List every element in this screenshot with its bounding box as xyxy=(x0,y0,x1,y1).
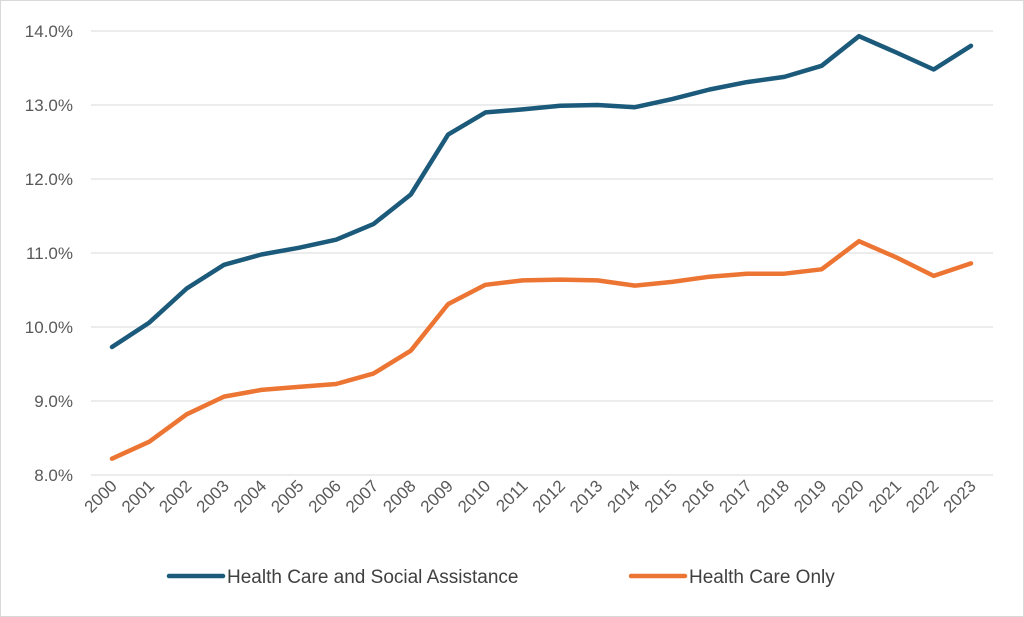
series-line-health-care-only xyxy=(109,238,974,461)
x-tick-label: 2000 xyxy=(81,476,121,516)
legend-item-health-care-and-social-assistance: Health Care and Social Assistance xyxy=(166,567,519,588)
x-tick-label: 2019 xyxy=(790,476,830,516)
y-tick-label: 8.0% xyxy=(34,466,73,485)
x-tick-label: 2017 xyxy=(716,476,756,516)
x-tick-label: 2023 xyxy=(940,476,980,516)
x-tick-label: 2002 xyxy=(155,476,195,516)
x-tick-label: 2005 xyxy=(267,476,307,516)
x-tick-label: 2012 xyxy=(529,476,569,516)
y-tick-label: 10.0% xyxy=(25,318,73,337)
x-tick-label: 2018 xyxy=(753,476,793,516)
x-tick-label: 2011 xyxy=(492,476,531,515)
y-axis-tick-labels: 8.0% 9.0% 10.0% 11.0% 12.0% 13.0% 14.0% xyxy=(25,22,73,485)
legend-item-health-care-only: Health Care Only xyxy=(628,567,835,588)
x-tick-label: 2016 xyxy=(678,476,718,516)
y-tick-label: 12.0% xyxy=(25,170,73,189)
gridlines xyxy=(91,30,993,476)
x-tick-label: 2022 xyxy=(902,476,942,516)
x-tick-label: 2007 xyxy=(342,476,382,516)
x-tick-label: 2014 xyxy=(604,476,644,516)
x-tick-label: 2009 xyxy=(417,476,457,516)
x-tick-label: 2015 xyxy=(641,476,681,516)
series-line-health-care-and-social-assistance xyxy=(109,33,974,350)
x-axis-tick-labels: 2000200120022003200420052006200720082009… xyxy=(81,476,980,516)
y-tick-label: 14.0% xyxy=(25,22,73,41)
x-tick-label: 2021 xyxy=(865,476,905,516)
x-tick-label: 2003 xyxy=(193,476,233,516)
legend-label: Health Care and Social Assistance xyxy=(227,567,519,588)
x-tick-label: 2004 xyxy=(230,476,270,516)
legend-label: Health Care Only xyxy=(689,567,835,588)
y-tick-label: 11.0% xyxy=(26,244,73,263)
x-tick-label: 2008 xyxy=(379,476,419,516)
y-tick-label: 13.0% xyxy=(25,96,73,115)
legend: Health Care and Social Assistance Health … xyxy=(166,567,835,588)
x-tick-label: 2020 xyxy=(828,476,868,516)
x-tick-label: 2006 xyxy=(305,476,345,516)
y-tick-label: 9.0% xyxy=(34,392,73,411)
x-tick-label: 2013 xyxy=(566,476,606,516)
x-tick-label: 2001 xyxy=(118,476,158,516)
x-tick-label: 2010 xyxy=(454,476,494,516)
series-lines xyxy=(109,33,974,461)
